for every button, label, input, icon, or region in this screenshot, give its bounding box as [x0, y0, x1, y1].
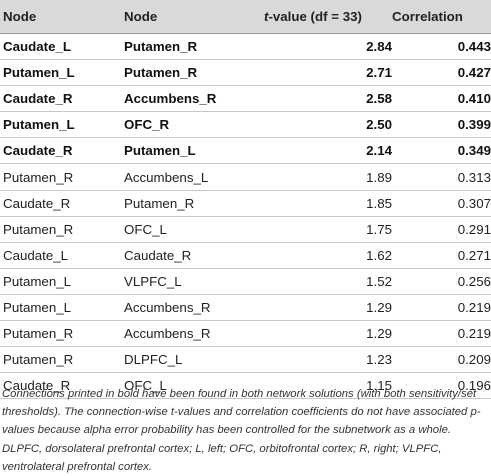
header-node-2: Node: [124, 0, 264, 34]
cell-correlation: 0.219: [392, 294, 491, 322]
table-row: Putamen_L OFC_R 2.50 0.399: [0, 111, 491, 139]
cell-t-value: 1.15: [264, 372, 392, 400]
cell-correlation: 0.219: [392, 320, 491, 348]
header-t-value: t-value (df = 33): [264, 0, 392, 34]
cell-node-2: Accumbens_R: [124, 294, 264, 322]
cell-node-2: OFC_L: [124, 216, 264, 243]
cell-correlation: 0.291: [392, 216, 491, 243]
cell-t-value: 1.23: [264, 346, 392, 374]
cell-node-2: Accumbens_L: [124, 163, 264, 191]
cell-node-2: Putamen_R: [124, 33, 264, 61]
cell-correlation: 0.313: [392, 163, 491, 191]
table-row: Putamen_R DLPFC_L 1.23 0.209: [0, 346, 491, 374]
cell-correlation: 0.307: [392, 190, 491, 217]
cell-t-value: 2.50: [264, 111, 392, 139]
cell-node-1: Putamen_L: [0, 268, 124, 295]
table-row: Caudate_R Putamen_R 1.85 0.307: [0, 190, 491, 217]
header-correlation: Correlation: [392, 0, 491, 34]
table-body: Caudate_L Putamen_R 2.84 0.443 Putamen_L Puta…: [0, 33, 491, 400]
table-row: Putamen_L Accumbens_R 1.29 0.219: [0, 294, 491, 322]
cell-node-2: Accumbens_R: [124, 320, 264, 348]
table-row: Caudate_R Accumbens_R 2.58 0.410: [0, 85, 491, 113]
cell-t-value: 1.29: [264, 320, 392, 348]
cell-correlation: 0.256: [392, 268, 491, 295]
cell-node-2: Putamen_R: [124, 59, 264, 87]
cell-node-1: Putamen_R: [0, 346, 124, 374]
cell-t-value: 1.29: [264, 294, 392, 322]
cell-correlation: 0.410: [392, 85, 491, 113]
cell-node-2: DLPFC_L: [124, 346, 264, 374]
cell-node-1: Putamen_R: [0, 216, 124, 243]
cell-node-1: Putamen_R: [0, 320, 124, 348]
cell-t-value: 1.52: [264, 268, 392, 295]
cell-t-value: 2.71: [264, 59, 392, 87]
cell-node-1: Caudate_R: [0, 137, 124, 165]
cell-node-1: Caudate_R: [0, 190, 124, 217]
cell-node-2: OFC_L: [124, 372, 264, 400]
header-node-1: Node: [0, 0, 124, 34]
cell-node-1: Putamen_R: [0, 163, 124, 191]
cell-node-1: Putamen_L: [0, 111, 124, 139]
cell-correlation: 0.196: [392, 372, 491, 400]
cell-t-value: 1.75: [264, 216, 392, 243]
table-header: Node Node t-value (df = 33) Correlation: [0, 0, 491, 34]
table-row: Caudate_R OFC_L 1.15 0.196: [0, 372, 491, 400]
table-row: Putamen_R OFC_L 1.75 0.291: [0, 216, 491, 243]
cell-t-value: 2.58: [264, 85, 392, 113]
cell-node-1: Caudate_R: [0, 372, 124, 400]
cell-t-value: 2.14: [264, 137, 392, 165]
table-row: Putamen_R Accumbens_R 1.29 0.219: [0, 320, 491, 348]
cell-t-value: 1.62: [264, 242, 392, 269]
table-row: Putamen_L VLPFC_L 1.52 0.256: [0, 268, 491, 295]
cell-node-1: Putamen_L: [0, 59, 124, 87]
cell-node-2: Putamen_R: [124, 190, 264, 217]
cell-node-2: Accumbens_R: [124, 85, 264, 113]
cell-correlation: 0.399: [392, 111, 491, 139]
cell-correlation: 0.209: [392, 346, 491, 374]
cell-node-1: Caudate_L: [0, 33, 124, 61]
connections-table: Node Node t-value (df = 33) Correlation …: [0, 0, 491, 400]
table-row: Putamen_R Accumbens_L 1.89 0.313: [0, 163, 491, 191]
cell-node-2: Caudate_R: [124, 242, 264, 269]
cell-correlation: 0.271: [392, 242, 491, 269]
table-row: Caudate_L Putamen_R 2.84 0.443: [0, 33, 491, 61]
header-t-rest: -value (df = 33): [268, 9, 362, 24]
cell-t-value: 1.85: [264, 190, 392, 217]
table-row: Putamen_L Putamen_R 2.71 0.427: [0, 59, 491, 87]
cell-node-2: VLPFC_L: [124, 268, 264, 295]
cell-t-value: 1.89: [264, 163, 392, 191]
cell-node-2: OFC_R: [124, 111, 264, 139]
cell-node-2: Putamen_L: [124, 137, 264, 165]
header-row: Node Node t-value (df = 33) Correlation: [0, 0, 491, 34]
cell-t-value: 2.84: [264, 33, 392, 61]
cell-correlation: 0.349: [392, 137, 491, 165]
cell-node-1: Caudate_R: [0, 85, 124, 113]
cell-correlation: 0.427: [392, 59, 491, 87]
cell-correlation: 0.443: [392, 33, 491, 61]
cell-node-1: Putamen_L: [0, 294, 124, 322]
table-row: Caudate_L Caudate_R 1.62 0.271: [0, 242, 491, 269]
table-row: Caudate_R Putamen_L 2.14 0.349: [0, 137, 491, 165]
header-t-italic: t: [264, 9, 269, 24]
cell-node-1: Caudate_L: [0, 242, 124, 269]
table-footnote: Connections printed in bold have been fo…: [2, 388, 481, 473]
